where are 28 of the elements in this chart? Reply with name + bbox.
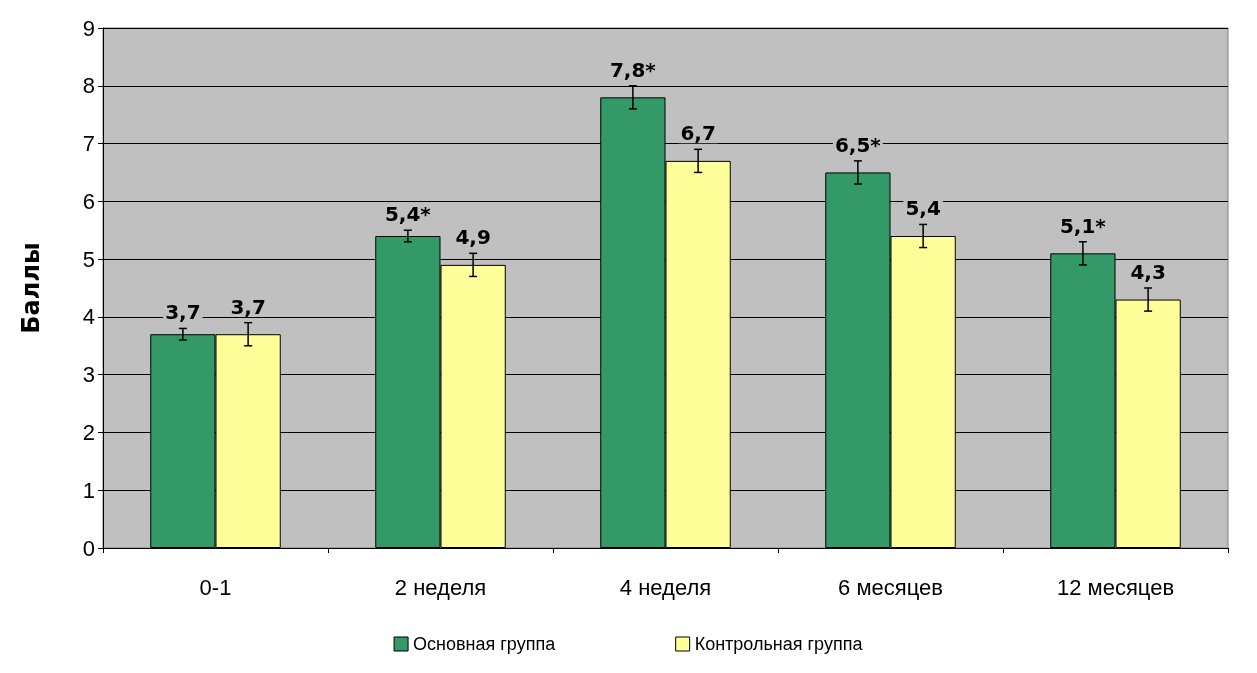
legend-label: Основная группа [413, 634, 557, 654]
x-tick-label: 0-1 [199, 574, 232, 600]
y-tick-label: 7 [82, 131, 95, 157]
x-tick-label: 12 месяцев [1056, 574, 1175, 600]
data-label: 3,7 [165, 300, 201, 325]
y-tick-label: 8 [82, 73, 95, 99]
data-label: 4,9 [455, 225, 491, 250]
data-label: 4,3 [1130, 260, 1166, 284]
x-tick-label: 6 месяцев [838, 574, 943, 600]
y-tick-label: 5 [82, 246, 95, 272]
data-label: 5,1* [1059, 213, 1107, 238]
data-label: 3,7 [230, 294, 266, 319]
y-axis-title: Баллы [17, 242, 45, 334]
data-label: 5,4* [384, 202, 432, 227]
y-tick-label: 0 [82, 535, 95, 561]
y-tick-label: 6 [82, 188, 95, 214]
y-tick-label: 1 [82, 477, 95, 503]
y-tick-label: 9 [82, 15, 95, 41]
y-tick-label: 2 [82, 419, 95, 445]
data-label: 6,5* [834, 132, 882, 157]
legend-label: Контрольная группа [694, 634, 864, 654]
x-tick-label: 4 неделя [619, 574, 712, 600]
y-tick-label: 3 [82, 362, 95, 388]
y-tick-label: 4 [82, 304, 95, 330]
data-label: 7,8* [609, 57, 657, 82]
data-label: 6,7 [680, 121, 716, 146]
x-tick-label: 2 неделя [394, 574, 487, 600]
data-label: 5,4 [905, 196, 941, 221]
